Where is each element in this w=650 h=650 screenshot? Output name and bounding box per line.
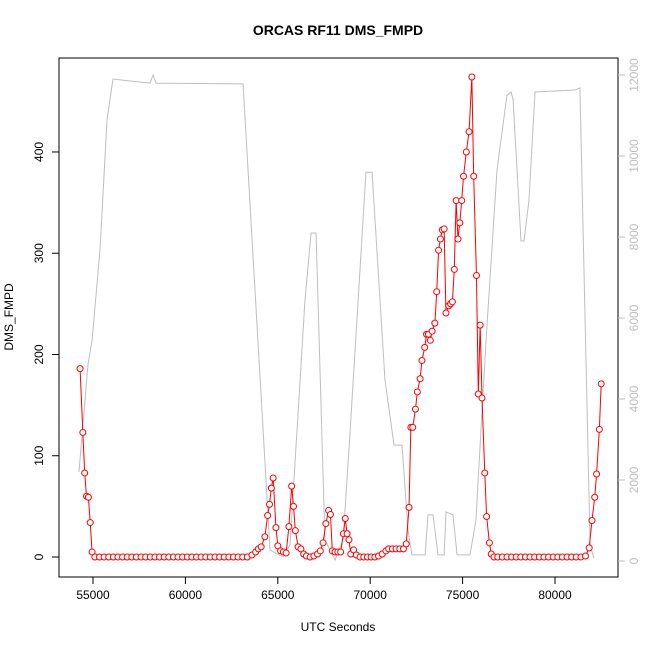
data-point xyxy=(465,128,473,136)
data-point xyxy=(76,365,84,373)
data-point xyxy=(337,548,345,556)
data-point xyxy=(86,519,94,527)
data-point xyxy=(481,469,489,477)
data-point xyxy=(269,474,277,482)
data-point xyxy=(418,357,426,365)
data-point xyxy=(413,388,421,396)
data-point xyxy=(440,225,448,233)
data-point xyxy=(272,524,280,532)
data-point xyxy=(456,219,464,227)
data-point xyxy=(322,520,330,528)
data-point xyxy=(79,428,87,436)
y-tick-label: 400 xyxy=(32,142,46,162)
data-point xyxy=(326,510,334,518)
data-point xyxy=(595,425,603,433)
data-point xyxy=(264,511,272,519)
y2-tick-label: 0 xyxy=(627,557,641,564)
data-point xyxy=(257,543,265,551)
data-point xyxy=(454,235,462,243)
data-point xyxy=(597,380,605,388)
data-point xyxy=(450,265,458,273)
y-tick-label: 200 xyxy=(32,344,46,364)
y2-tick-label: 2000 xyxy=(627,466,641,493)
series-line xyxy=(79,77,602,558)
data-point xyxy=(84,493,92,501)
y2-tick-label: 6000 xyxy=(627,304,641,331)
data-point xyxy=(478,394,486,402)
data-point xyxy=(588,517,596,525)
y-axis-label: DMS_FMPD xyxy=(2,283,16,351)
plot-frame xyxy=(58,57,619,578)
x-tick-label: 75000 xyxy=(446,588,480,602)
data-point xyxy=(267,484,275,492)
data-point xyxy=(285,523,293,531)
data-point xyxy=(416,375,424,383)
x-tick-label: 60000 xyxy=(169,588,203,602)
y2-tick-label: 4000 xyxy=(627,385,641,412)
data-point xyxy=(591,493,599,501)
data-point xyxy=(485,539,493,547)
x-axis-label: UTC Seconds xyxy=(301,620,376,634)
x-tick-label: 70000 xyxy=(354,588,388,602)
x-tick-label: 80000 xyxy=(538,588,572,602)
data-point xyxy=(265,500,273,508)
data-point xyxy=(409,423,417,431)
data-point xyxy=(291,527,299,535)
data-point xyxy=(81,469,89,477)
x-tick-label: 65000 xyxy=(261,588,295,602)
y-tick-label: 300 xyxy=(32,243,46,263)
data-point xyxy=(462,148,470,156)
data-point xyxy=(319,539,327,547)
data-point xyxy=(460,172,468,180)
data-point xyxy=(468,73,476,81)
data-point xyxy=(282,549,290,557)
data-point xyxy=(593,470,601,478)
y2-tick-label: 8000 xyxy=(627,223,641,250)
data-point xyxy=(341,515,349,523)
data-point xyxy=(433,288,441,296)
data-point xyxy=(483,512,491,520)
data-point xyxy=(431,319,439,327)
data-point xyxy=(436,235,444,243)
data-point xyxy=(435,246,443,254)
data-point xyxy=(585,544,593,552)
data-point xyxy=(476,321,484,329)
data-point xyxy=(458,197,466,205)
data-point xyxy=(421,343,429,351)
data-point xyxy=(472,272,480,280)
data-point xyxy=(261,533,269,541)
y-tick-label: 100 xyxy=(32,445,46,465)
chart-title: ORCAS RF11 DMS_FMPD xyxy=(253,22,423,38)
data-point xyxy=(316,547,324,555)
data-point xyxy=(426,336,434,344)
y2-tick-label: 12000 xyxy=(627,58,641,92)
data-point xyxy=(581,552,589,560)
data-point xyxy=(343,530,351,538)
y2-tick-label: 10000 xyxy=(627,139,641,173)
data-point xyxy=(345,536,353,544)
series-line xyxy=(78,73,595,562)
data-point xyxy=(428,327,436,335)
data-point xyxy=(448,298,456,306)
data-point xyxy=(402,540,410,548)
x-tick-label: 55000 xyxy=(76,588,110,602)
data-point xyxy=(290,502,298,510)
y-tick-label: 0 xyxy=(32,553,46,560)
data-point xyxy=(405,503,413,511)
data-point xyxy=(470,172,478,180)
data-point xyxy=(442,309,450,317)
data-point xyxy=(288,482,296,490)
data-point xyxy=(411,405,419,413)
